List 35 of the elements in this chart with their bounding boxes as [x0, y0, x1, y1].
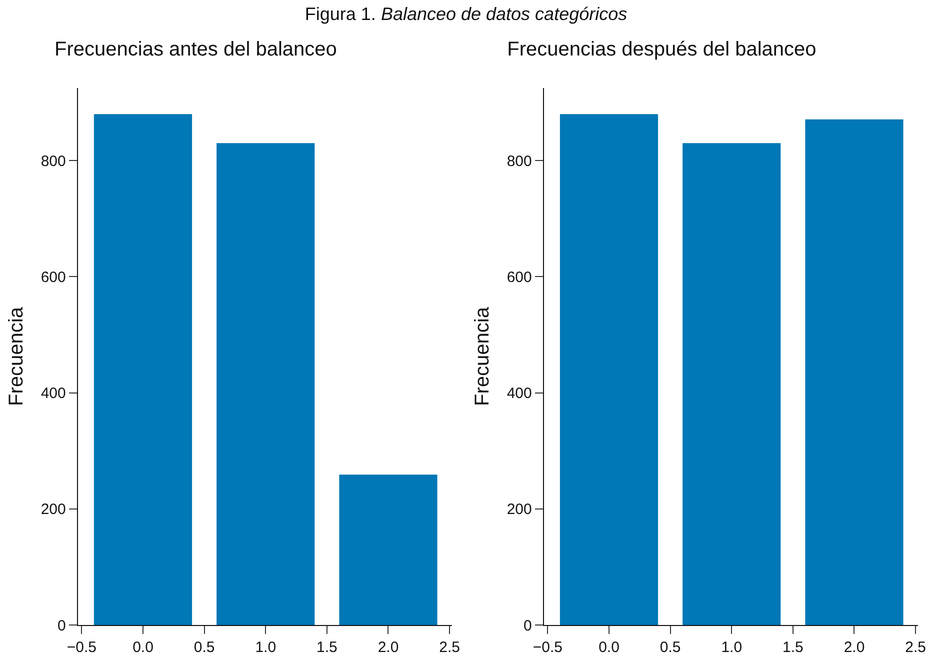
y-tick-label: 400	[506, 385, 532, 402]
x-tick-label: 0.0	[598, 639, 620, 656]
text: Figura 1. Balanceo de datos categóricos	[304, 4, 628, 25]
x-tick-label: 0.5	[660, 639, 681, 656]
x-tick-label: 2.5	[439, 639, 460, 656]
x-tick-label: 2.5	[905, 639, 926, 656]
x-tick-label: −0.5	[66, 639, 96, 656]
y-tick-label: 800	[506, 152, 532, 170]
y-axis-title: Frecuencia	[5, 306, 28, 406]
x-tick-label: 0.5	[194, 639, 215, 656]
y-tick-label: 600	[506, 268, 532, 286]
x-tick-label: 1.0	[721, 639, 742, 656]
y-tick-label: 200	[40, 501, 66, 518]
x-tick-label: 0.0	[132, 639, 154, 656]
bar	[805, 119, 904, 625]
y-tick-label: 400	[40, 385, 66, 402]
x-tick-label: 2.0	[844, 639, 865, 656]
chart-title: Frecuencias antes del balanceo	[54, 38, 337, 60]
y-tick-label: 0	[58, 617, 66, 634]
y-tick-label: 0	[524, 617, 532, 634]
x-tick-label: 1.5	[782, 639, 804, 656]
bar	[94, 114, 192, 625]
x-tick-label: 1.0	[255, 639, 276, 656]
bar	[560, 114, 658, 625]
chart-title: Frecuencias después del balanceo	[507, 38, 816, 60]
y-tick-label: 200	[506, 501, 532, 518]
x-tick-label: 1.5	[316, 639, 338, 656]
y-axis-title: Frecuencia	[471, 306, 494, 406]
x-tick-label: −0.5	[532, 639, 562, 656]
bar	[682, 143, 781, 625]
y-tick-label: 600	[40, 268, 66, 286]
bar	[216, 143, 315, 625]
y-tick-label: 800	[40, 152, 66, 170]
x-tick-label: 2.0	[378, 639, 399, 656]
bar	[339, 474, 438, 625]
